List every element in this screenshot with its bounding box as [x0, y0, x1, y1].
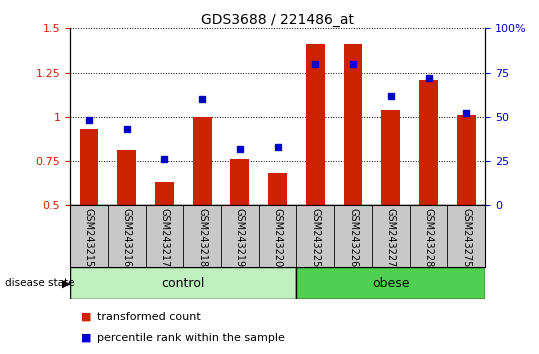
Bar: [382, 110, 400, 205]
Bar: [70, 267, 296, 299]
Bar: [231, 159, 249, 205]
Text: GSM243226: GSM243226: [348, 209, 358, 268]
Text: percentile rank within the sample: percentile rank within the sample: [97, 333, 285, 343]
Text: GSM243275: GSM243275: [461, 209, 471, 268]
Text: obese: obese: [372, 277, 410, 290]
Text: ■: ■: [81, 312, 91, 322]
Text: ■: ■: [81, 333, 91, 343]
Text: control: control: [162, 277, 205, 290]
Text: GSM243228: GSM243228: [424, 209, 433, 268]
Text: GSM243215: GSM243215: [84, 209, 94, 268]
Title: GDS3688 / 221486_at: GDS3688 / 221486_at: [201, 13, 354, 27]
Bar: [118, 150, 136, 205]
Bar: [80, 129, 99, 205]
Bar: [457, 115, 476, 205]
Text: GSM243220: GSM243220: [273, 209, 282, 268]
Text: disease state: disease state: [5, 278, 75, 288]
Bar: [155, 182, 174, 205]
Bar: [268, 173, 287, 205]
Bar: [419, 80, 438, 205]
Text: transformed count: transformed count: [97, 312, 201, 322]
Bar: [306, 44, 325, 205]
Bar: [296, 267, 485, 299]
Text: GSM243218: GSM243218: [197, 209, 207, 268]
Text: GSM243219: GSM243219: [235, 209, 245, 268]
Bar: [344, 44, 363, 205]
Text: GSM243216: GSM243216: [122, 209, 132, 268]
Bar: [193, 117, 211, 205]
Text: ▶: ▶: [62, 278, 71, 288]
Text: GSM243227: GSM243227: [386, 209, 396, 268]
Text: GSM243225: GSM243225: [310, 209, 320, 268]
Text: GSM243217: GSM243217: [160, 209, 169, 268]
